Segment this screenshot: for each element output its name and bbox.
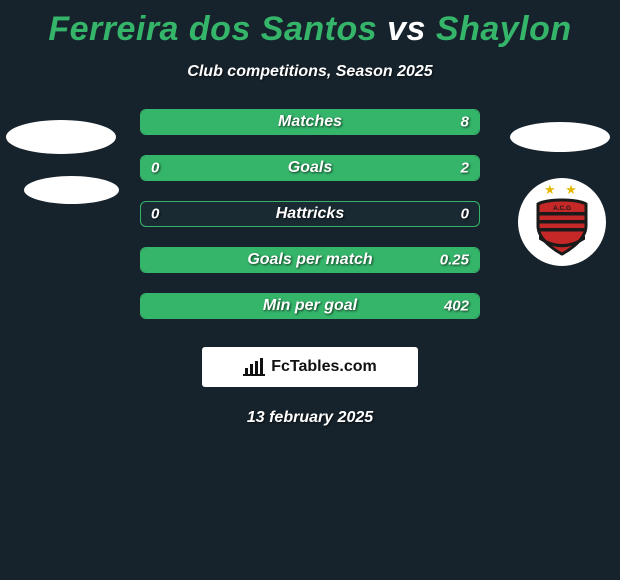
stat-value-left: 0: [151, 160, 159, 177]
stat-row: Min per goal 402: [140, 293, 480, 319]
stat-label: Min per goal: [263, 297, 357, 315]
player2-name: Shaylon: [436, 10, 572, 48]
shield-icon: A.C.G: [532, 196, 592, 256]
stat-value-right: 8: [461, 114, 469, 131]
vs-separator: vs: [387, 10, 426, 48]
stat-row: 0 Hattricks 0: [140, 201, 480, 227]
stat-label: Matches: [278, 113, 342, 131]
brand-attribution: FcTables.com: [202, 347, 418, 387]
stat-label: Goals per match: [247, 251, 372, 269]
bar-chart-icon: [243, 358, 265, 376]
player2-club-badge: ★ ★ A.C.G: [518, 178, 606, 266]
svg-text:A.C.G: A.C.G: [553, 205, 571, 212]
player1-avatar-placeholder: [6, 120, 116, 154]
stat-value-right: 402: [444, 298, 469, 315]
player2-avatar-placeholder: [510, 122, 610, 152]
player1-club-placeholder: [24, 176, 119, 204]
footer-date: 13 february 2025: [0, 409, 620, 427]
stat-row: Goals per match 0.25: [140, 247, 480, 273]
comparison-title: Ferreira dos Santos vs Shaylon: [0, 0, 620, 49]
subtitle: Club competitions, Season 2025: [0, 63, 620, 81]
stat-row: Matches 8: [140, 109, 480, 135]
stat-row: 0 Goals 2: [140, 155, 480, 181]
stat-value-right: 0: [461, 206, 469, 223]
stat-label: Goals: [288, 159, 332, 177]
stat-label: Hattricks: [276, 205, 344, 223]
player1-name: Ferreira dos Santos: [48, 10, 377, 48]
stat-value-right: 2: [461, 160, 469, 177]
brand-text: FcTables.com: [271, 358, 377, 376]
stat-value-right: 0.25: [440, 252, 469, 269]
stat-value-left: 0: [151, 206, 159, 223]
